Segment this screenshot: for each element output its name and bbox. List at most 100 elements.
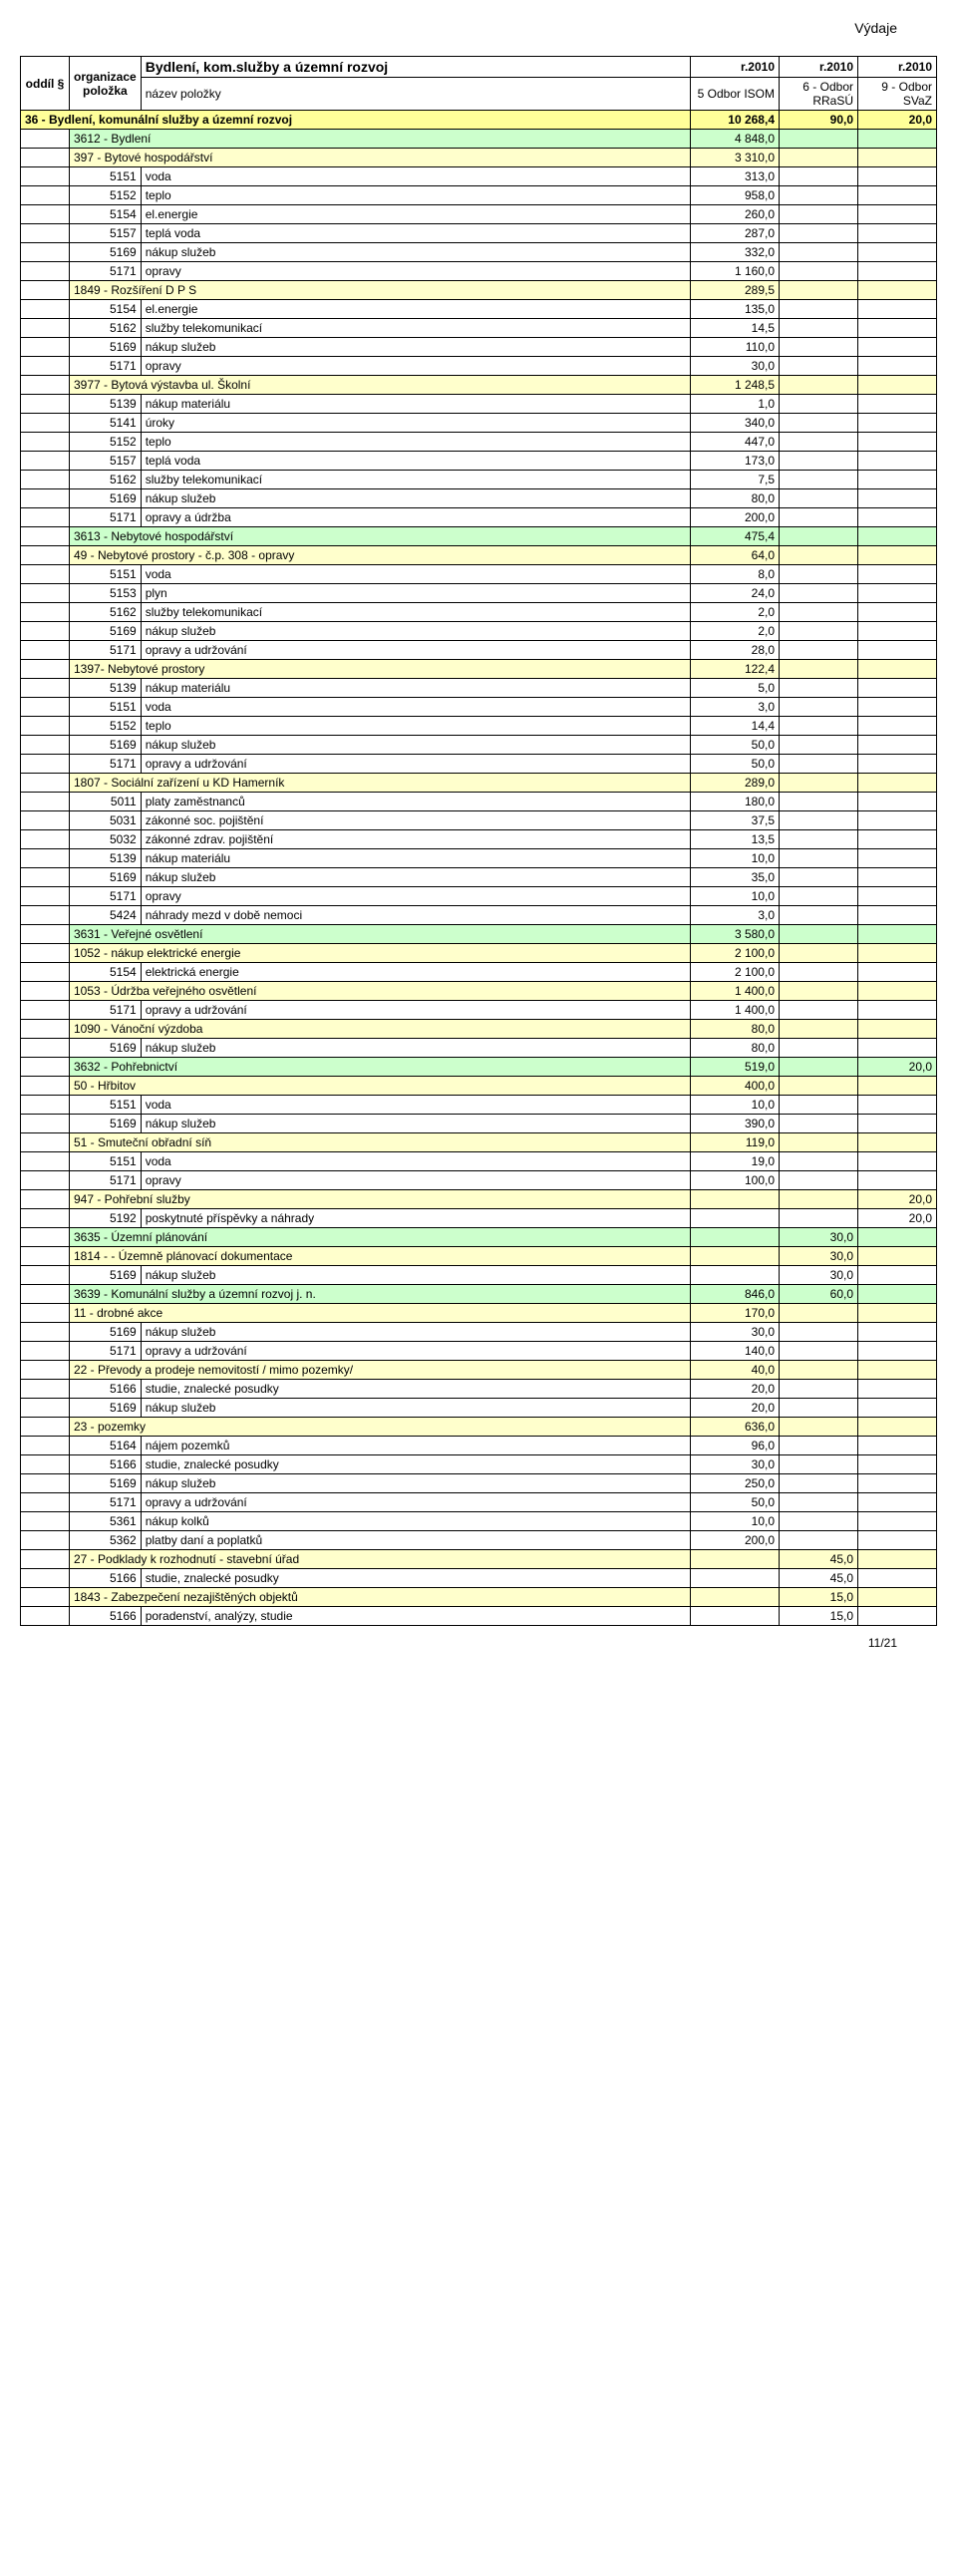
table-row: 1397- Nebytové prostory122,4 <box>21 660 937 679</box>
cell-isom: 313,0 <box>691 167 780 186</box>
line-name: opravy a udržování <box>141 1493 690 1512</box>
sub-name: 1849 - Rozšíření D P S <box>70 281 691 300</box>
cell-rrasu <box>780 508 858 527</box>
table-row: 5151voda8,0 <box>21 565 937 584</box>
line-org: 5169 <box>70 868 142 887</box>
line-name: nákup služeb <box>141 1115 690 1133</box>
cell-rrasu <box>780 868 858 887</box>
cell-isom: 140,0 <box>691 1342 780 1361</box>
th-rrasu: 6 - Odbor RRaSÚ <box>780 78 858 111</box>
table-row: 5154elektrická energie2 100,0 <box>21 963 937 982</box>
cell-svaz <box>858 1020 937 1039</box>
cell-svaz <box>858 130 937 149</box>
cell-rrasu <box>780 982 858 1001</box>
cell-svaz <box>858 774 937 793</box>
table-row: 5154el.energie260,0 <box>21 205 937 224</box>
line-name: nákup služeb <box>141 338 690 357</box>
cell-svaz <box>858 414 937 433</box>
table-row: 3632 - Pohřebnictví519,020,0 <box>21 1058 937 1077</box>
line-org: 5166 <box>70 1380 142 1399</box>
line-name: nákup služeb <box>141 243 690 262</box>
cell-rrasu <box>780 849 858 868</box>
table-row: 5192poskytnuté příspěvky a náhrady20,0 <box>21 1209 937 1228</box>
cell-isom: 3 310,0 <box>691 149 780 167</box>
cell-svaz <box>858 205 937 224</box>
line-name: nákup služeb <box>141 736 690 755</box>
line-org: 5169 <box>70 338 142 357</box>
line-name: voda <box>141 1096 690 1115</box>
sub-name: 1814 - - Územně plánovací dokumentace <box>70 1247 691 1266</box>
cell-rrasu: 30,0 <box>780 1228 858 1247</box>
cell-rrasu <box>780 793 858 811</box>
line-name: opravy a údržba <box>141 508 690 527</box>
line-name: služby telekomunikací <box>141 603 690 622</box>
table-row: 5171opravy10,0 <box>21 887 937 906</box>
cell-rrasu <box>780 186 858 205</box>
cell-rrasu <box>780 679 858 698</box>
cell-rrasu <box>780 1020 858 1039</box>
cell-svaz <box>858 603 937 622</box>
cell-isom: 289,5 <box>691 281 780 300</box>
cell-rrasu <box>780 167 858 186</box>
table-row: 397 - Bytové hospodářství3 310,0 <box>21 149 937 167</box>
cell-isom: 30,0 <box>691 1455 780 1474</box>
line-name: el.energie <box>141 205 690 224</box>
cell-rrasu <box>780 1418 858 1437</box>
cell-isom: 475,4 <box>691 527 780 546</box>
table-row: 5169nákup služeb80,0 <box>21 1039 937 1058</box>
table-row: 5157teplá voda173,0 <box>21 452 937 471</box>
cell-rrasu <box>780 1077 858 1096</box>
cell-svaz <box>858 186 937 205</box>
cell-svaz <box>858 508 937 527</box>
cell-rrasu <box>780 1039 858 1058</box>
line-org: 5139 <box>70 395 142 414</box>
table-row: 1849 - Rozšíření D P S289,5 <box>21 281 937 300</box>
line-org: 5166 <box>70 1455 142 1474</box>
line-name: poskytnuté příspěvky a náhrady <box>141 1209 690 1228</box>
group-name: 3612 - Bydlení <box>70 130 691 149</box>
cell-svaz <box>858 698 937 717</box>
cell-isom: 332,0 <box>691 243 780 262</box>
cell-svaz <box>858 565 937 584</box>
cell-isom: 50,0 <box>691 755 780 774</box>
cell-isom: 958,0 <box>691 186 780 205</box>
cell-rrasu <box>780 736 858 755</box>
line-org: 5154 <box>70 963 142 982</box>
cell-svaz <box>858 1323 937 1342</box>
cell-isom: 64,0 <box>691 546 780 565</box>
line-name: plyn <box>141 584 690 603</box>
table-row: 23 - pozemky636,0 <box>21 1418 937 1437</box>
cell-isom: 340,0 <box>691 414 780 433</box>
table-row: 5151voda10,0 <box>21 1096 937 1115</box>
table-row: 5171opravy a udržování28,0 <box>21 641 937 660</box>
cell-svaz <box>858 811 937 830</box>
cell-isom: 447,0 <box>691 433 780 452</box>
cell-svaz <box>858 679 937 698</box>
cell-isom: 30,0 <box>691 1323 780 1342</box>
table-row: 5171opravy a udržování140,0 <box>21 1342 937 1361</box>
line-name: teplá voda <box>141 452 690 471</box>
line-name: nákup služeb <box>141 1039 690 1058</box>
cell-isom: 40,0 <box>691 1361 780 1380</box>
line-name: zákonné soc. pojištění <box>141 811 690 830</box>
line-org: 5166 <box>70 1569 142 1588</box>
cell-svaz <box>858 584 937 603</box>
cell-svaz <box>858 887 937 906</box>
line-name: studie, znalecké posudky <box>141 1455 690 1474</box>
table-row: 5151voda3,0 <box>21 698 937 717</box>
line-name: nákup služeb <box>141 1399 690 1418</box>
table-row: 5171opravy100,0 <box>21 1171 937 1190</box>
table-row: 5169nákup služeb2,0 <box>21 622 937 641</box>
cell-rrasu <box>780 1209 858 1228</box>
th-year3: r.2010 <box>858 57 937 78</box>
line-name: voda <box>141 565 690 584</box>
table-row: 5032zákonné zdrav. pojištění13,5 <box>21 830 937 849</box>
line-org: 5162 <box>70 471 142 489</box>
cell-isom <box>691 1247 780 1266</box>
cell-rrasu: 90,0 <box>780 111 858 130</box>
cell-svaz <box>858 1039 937 1058</box>
cell-svaz <box>858 868 937 887</box>
sub-name: 1807 - Sociální zařízení u KD Hamerník <box>70 774 691 793</box>
cell-isom: 200,0 <box>691 508 780 527</box>
cell-isom: 400,0 <box>691 1077 780 1096</box>
